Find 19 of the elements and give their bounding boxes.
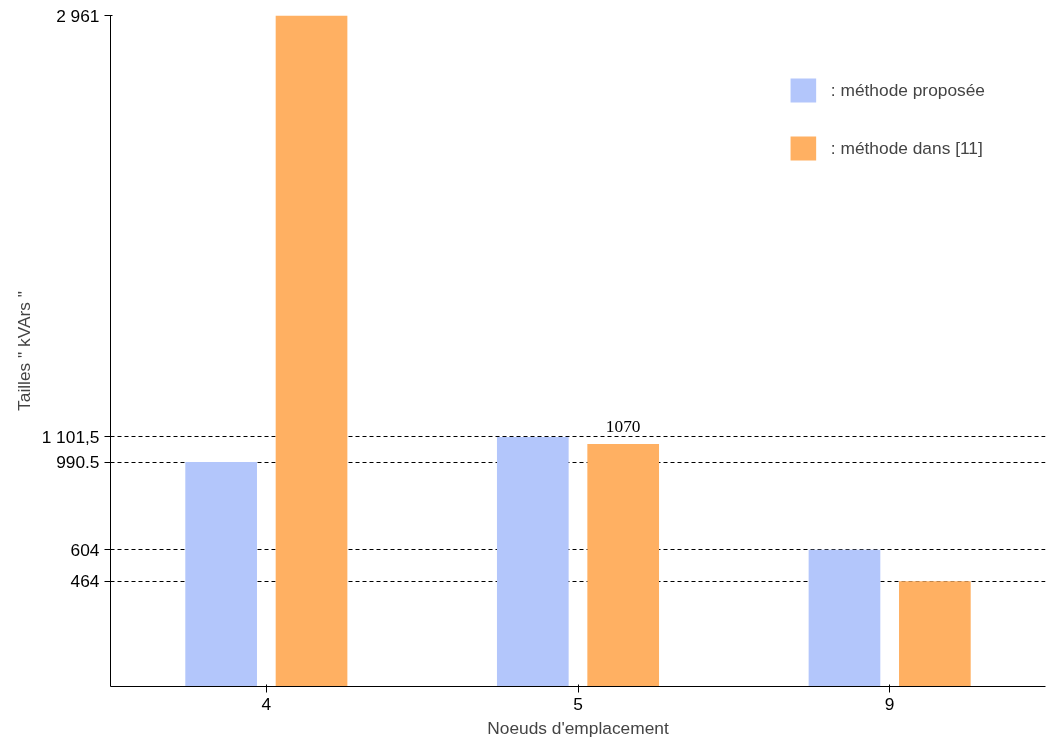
legend-label: : méthode dans [11] xyxy=(830,137,983,159)
bar xyxy=(496,436,569,687)
bar xyxy=(275,15,348,687)
y-tick-label: 990.5 xyxy=(56,452,100,473)
bar xyxy=(587,444,660,687)
x-tick-label: 5 xyxy=(573,693,583,714)
y-axis-title: Tailles " kVArs " xyxy=(13,291,34,411)
y-tick-label: 1 101,5 xyxy=(41,426,100,447)
bar xyxy=(185,462,257,687)
x-axis-title: Noeuds d'emplacement xyxy=(487,717,669,738)
y-tick-label: 2 961 xyxy=(56,5,100,26)
x-tick-label: 9 xyxy=(884,693,895,714)
y-tick-label: 464 xyxy=(70,571,100,592)
bar xyxy=(808,549,881,687)
bar xyxy=(899,581,971,687)
x-tick-label: 4 xyxy=(261,693,272,714)
legend-label: : méthode proposée xyxy=(830,79,985,101)
y-tick-label: 604 xyxy=(70,539,100,560)
data-label: 1070 xyxy=(605,417,641,437)
